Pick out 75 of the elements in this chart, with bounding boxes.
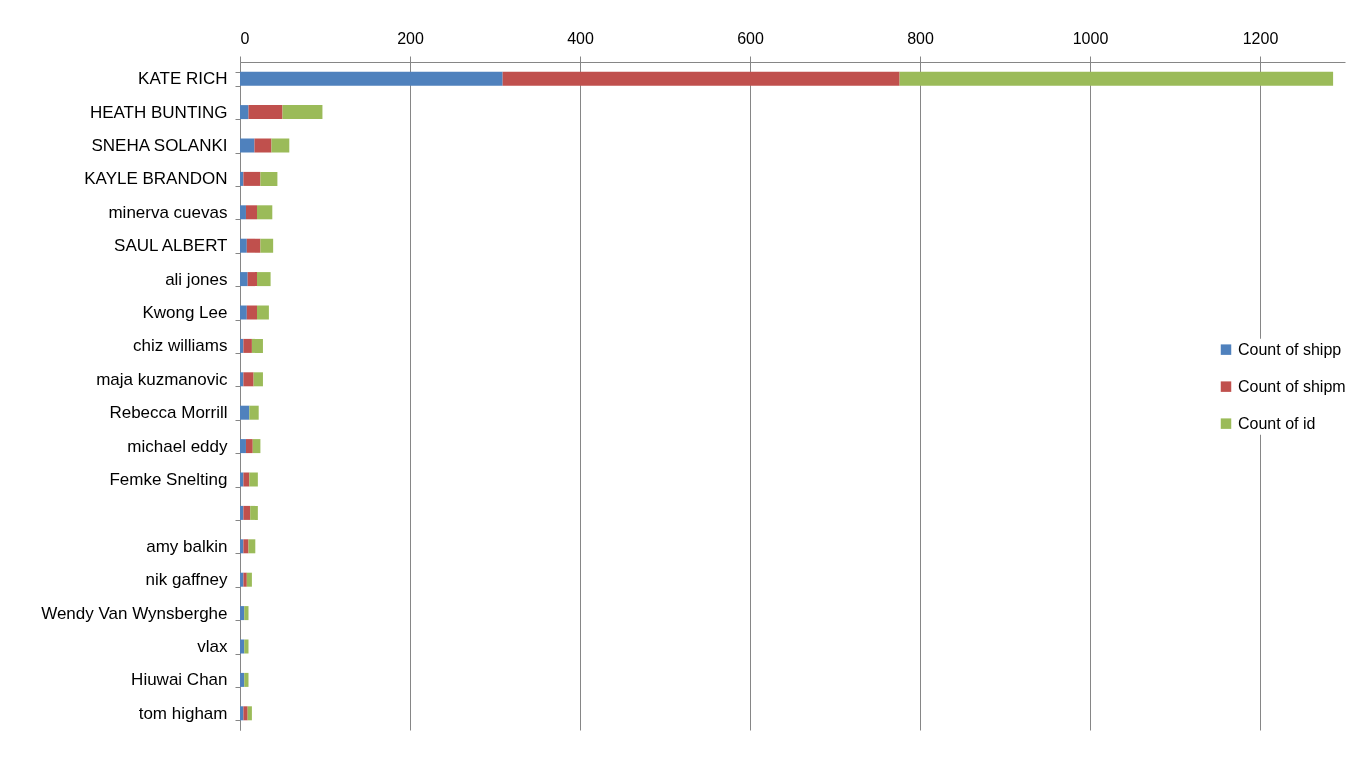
bar: [244, 606, 249, 621]
bar: [243, 372, 254, 387]
bar: [240, 672, 245, 687]
bar: [247, 272, 257, 287]
y-tick-label: SNEHA SOLANKI: [91, 136, 228, 155]
bar: [240, 71, 503, 86]
bar: [240, 138, 255, 153]
bar: [257, 305, 269, 320]
y-tick-label: HEATH BUNTING: [89, 102, 228, 122]
x-tick-label: 0: [240, 29, 250, 47]
bar: [254, 138, 272, 153]
bar: [240, 238, 247, 253]
y-tick-label: nik gaffney: [145, 570, 228, 590]
bar: [245, 439, 253, 454]
y-tick-label: chiz williams: [133, 336, 228, 356]
x-tick-label: 800: [907, 29, 934, 47]
bar: [243, 338, 252, 353]
bar: [243, 171, 261, 186]
bar: [243, 706, 248, 721]
x-tick-label: 600: [737, 29, 764, 47]
y-tick-label: minerva cuevas: [108, 202, 228, 222]
y-tick-label: vlax: [197, 637, 228, 656]
bar: [257, 272, 271, 287]
y-tick-label: KAYLE BRANDON: [84, 169, 228, 189]
bar: [250, 505, 258, 520]
y-tick-label: Kwong Lee: [142, 303, 228, 322]
x-tick-label: 1000: [1072, 29, 1109, 47]
bar: [249, 405, 259, 420]
y-tick-label: maja kuzmanovic: [96, 369, 228, 389]
x-tick-label: 200: [397, 29, 424, 47]
bar: [245, 205, 257, 220]
y-tick-label: SAUL ALBERT: [114, 236, 228, 256]
legend-label: Count of id: [1238, 414, 1316, 432]
y-tick-label: amy balkin: [146, 536, 228, 556]
legend-label: Count of shipm: [1238, 377, 1346, 395]
bar: [257, 205, 273, 220]
bar: [243, 472, 250, 487]
bar: [253, 372, 263, 387]
bar: [246, 238, 261, 253]
bar: [240, 105, 249, 120]
y-tick-label: Rebecca Morrill: [109, 403, 228, 423]
bar: [244, 639, 249, 654]
bar: [248, 105, 283, 120]
bar: [244, 672, 249, 687]
y-tick-label: tom higham: [138, 703, 228, 723]
bar: [251, 338, 263, 353]
bar: [252, 439, 261, 454]
bar: [246, 305, 257, 320]
y-tick-label: michael eddy: [127, 436, 228, 456]
y-tick-label: Hiuwai Chan: [131, 670, 228, 690]
legend-label: Count of shipp: [1238, 340, 1342, 358]
bar: [271, 138, 290, 153]
y-tick-label: Femke Snelting: [109, 470, 228, 489]
bar: [240, 272, 248, 287]
y-tick-label: Wendy Van Wynsberghe: [41, 603, 228, 623]
bar: [247, 706, 252, 721]
bar: [243, 505, 251, 520]
y-tick-label: ali jones: [165, 269, 228, 289]
bar: [240, 305, 247, 320]
bar: [240, 439, 246, 454]
bar: [240, 639, 245, 654]
bar: [260, 238, 274, 253]
bar: [243, 539, 249, 554]
bar: [240, 405, 250, 420]
bar: [246, 572, 252, 587]
x-tick-label: 400: [567, 29, 594, 47]
bar: [502, 71, 900, 86]
bar: [249, 472, 258, 487]
y-tick-label: KATE RICH: [138, 69, 228, 89]
bar: [240, 205, 246, 220]
bar: [282, 105, 323, 120]
bar: [899, 71, 1334, 86]
bar: [260, 171, 278, 186]
bar: [240, 606, 245, 621]
x-tick-label: 1200: [1242, 29, 1279, 47]
